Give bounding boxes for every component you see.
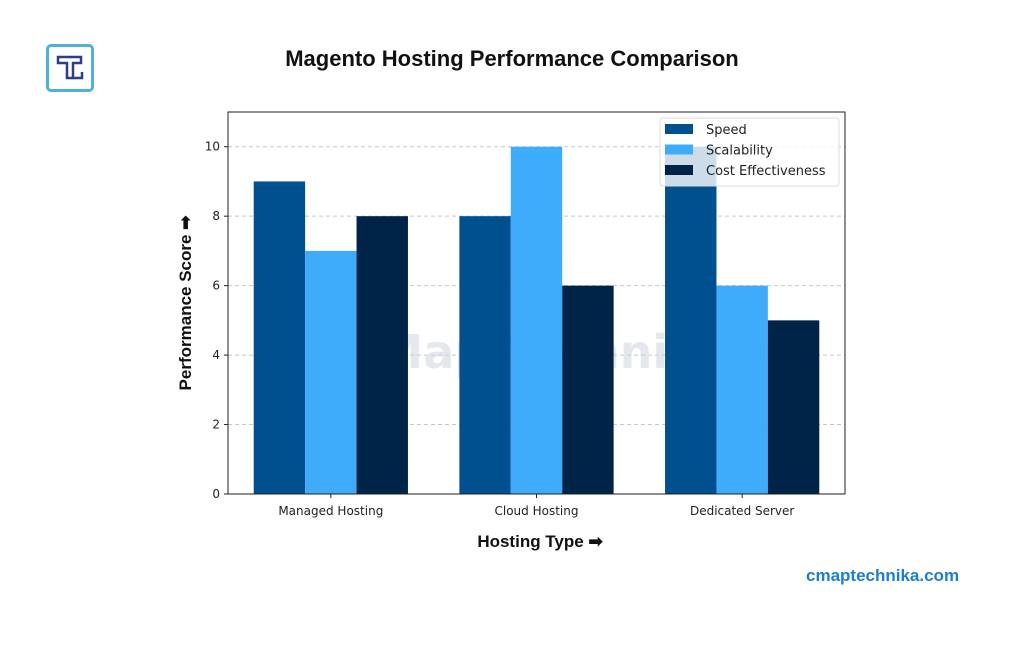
y-tick-label: 2 xyxy=(212,418,220,432)
legend: Speed Scalability Cost Effectiveness xyxy=(659,117,840,187)
site-link[interactable]: cmaptechnika.com xyxy=(806,566,960,585)
legend-label: Speed xyxy=(706,123,747,138)
bar-speed xyxy=(459,216,511,494)
bar-cost-effectiveness xyxy=(356,216,408,494)
bar-cost-effectiveness xyxy=(562,285,614,494)
y-tick-label: 8 xyxy=(212,209,220,223)
logo-t-icon xyxy=(56,55,84,80)
legend-swatch xyxy=(665,144,693,155)
bar-scalability xyxy=(716,285,768,494)
x-tick-label: Dedicated Server xyxy=(690,504,794,518)
y-axis-label: Performance Score ➡ xyxy=(176,215,195,391)
bar-cost-effectiveness xyxy=(767,320,820,494)
chart-title: Magento Hosting Performance Comparison xyxy=(285,46,739,71)
legend-box xyxy=(659,117,840,187)
legend-label: Scalability xyxy=(706,144,773,159)
bar-scalability xyxy=(305,250,357,494)
bar-speed xyxy=(253,181,306,495)
bar-speed xyxy=(665,146,717,494)
y-tick-label: 6 xyxy=(212,279,220,293)
logo xyxy=(46,44,94,92)
legend-swatch xyxy=(665,165,693,175)
x-tick-label: Cloud Hosting xyxy=(495,504,579,518)
y-tick-label: 10 xyxy=(205,140,220,154)
x-tick-label: Managed Hosting xyxy=(278,504,383,518)
bar-scalability xyxy=(510,146,563,494)
legend-label: Cost Effectiveness xyxy=(706,164,826,179)
y-tick-label: 4 xyxy=(212,348,220,362)
x-axis-label: Hosting Type ➡ xyxy=(477,532,603,551)
y-tick-label: 0 xyxy=(212,487,220,501)
legend-swatch xyxy=(665,124,693,134)
